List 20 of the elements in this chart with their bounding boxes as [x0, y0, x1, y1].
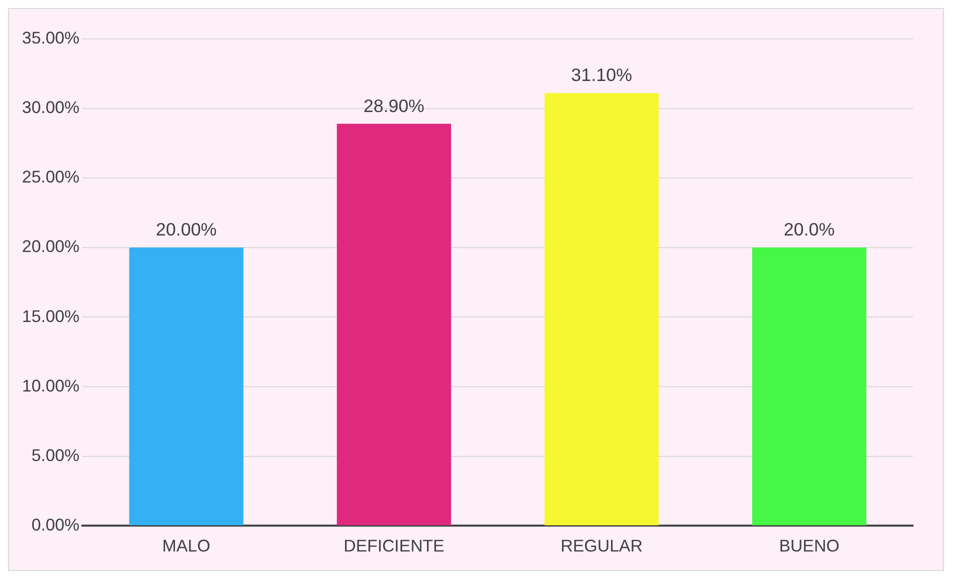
y-tick-label: 25.00% — [22, 168, 80, 187]
y-tick-label: 20.00% — [22, 237, 80, 256]
data-label: 20.00% — [156, 220, 217, 240]
x-tick-label: BUENO — [779, 536, 840, 556]
bar — [544, 93, 659, 526]
x-tick-label: MALO — [162, 536, 210, 556]
data-label: 28.90% — [364, 96, 424, 116]
bar — [752, 248, 866, 526]
y-tick-label: 0.00% — [31, 515, 80, 534]
x-tick-label: REGULAR — [560, 536, 643, 556]
x-tick-label: DEFICIENTE — [344, 536, 444, 556]
y-tick-label: 30.00% — [22, 98, 80, 118]
bar — [129, 248, 244, 526]
bar — [336, 124, 452, 526]
y-tick-label: 35.00% — [22, 28, 80, 48]
data-label: 31.10% — [571, 65, 632, 86]
data-label: 20.0% — [784, 220, 835, 240]
y-tick-label: 15.00% — [22, 306, 80, 326]
y-tick-label: 10.00% — [22, 376, 80, 396]
y-tick-label: 5.00% — [31, 446, 80, 465]
